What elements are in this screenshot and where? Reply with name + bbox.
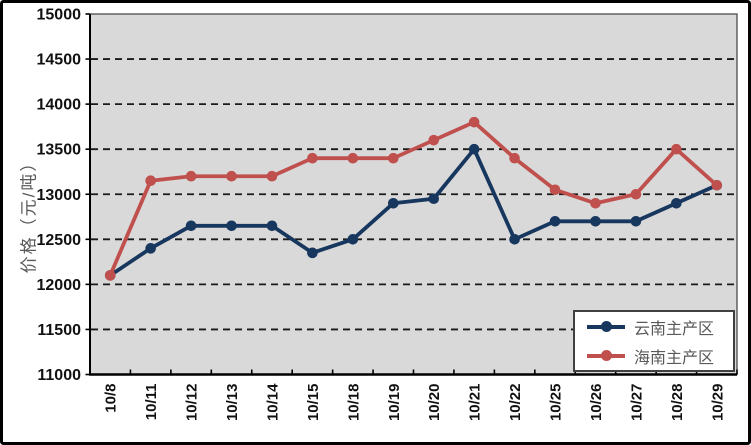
- x-tick-label: 10/11: [143, 384, 160, 421]
- data-point-marker: [590, 197, 601, 209]
- legend-item-hainan: 海南主产区: [587, 344, 725, 368]
- data-point-marker: [307, 247, 318, 259]
- data-point-marker: [387, 197, 399, 209]
- x-tick-label: 10/18: [345, 384, 362, 422]
- data-point-marker: [468, 116, 480, 128]
- marker-swatch-icon: [600, 350, 612, 361]
- x-tick-label: 10/21: [467, 384, 484, 422]
- x-tick-label: 10/26: [588, 384, 605, 422]
- y-tick-label: 11000: [37, 367, 81, 384]
- data-point-marker: [226, 220, 237, 232]
- marker-swatch-icon: [600, 321, 612, 332]
- data-point-marker: [387, 152, 399, 164]
- data-point-marker: [630, 188, 642, 200]
- y-axis-title: 价格（元/吨）: [19, 152, 39, 274]
- legend: 云南主产区 海南主产区: [573, 310, 735, 372]
- x-tick-label: 10/12: [184, 384, 201, 422]
- x-tick-label: 10/28: [669, 384, 686, 422]
- x-tick-label: 10/22: [507, 384, 524, 422]
- x-tick-label: 10/8: [103, 384, 120, 413]
- data-point-marker: [671, 143, 682, 155]
- x-tick-label: 10/20: [426, 384, 443, 422]
- data-point-marker: [104, 270, 116, 281]
- x-tick-label: 10/27: [628, 384, 645, 422]
- data-point-marker: [145, 243, 156, 254]
- y-tick-label: 11500: [37, 322, 81, 339]
- y-tick-label: 13000: [37, 187, 82, 204]
- x-tick-label: 10/29: [709, 384, 726, 422]
- series-line: [108, 147, 719, 278]
- data-point-marker: [347, 234, 359, 245]
- y-tick-label: 12000: [37, 277, 82, 294]
- data-point-marker: [549, 215, 561, 227]
- data-point-marker: [266, 170, 278, 182]
- data-point-marker: [145, 175, 156, 187]
- series-1: [104, 116, 723, 281]
- x-tick-label: 10/25: [548, 384, 565, 422]
- data-point-marker: [428, 193, 440, 205]
- yunnan-series-swatch-icon: [587, 321, 625, 333]
- data-point-marker: [630, 215, 642, 227]
- legend-item-yunnan: 云南主产区: [587, 315, 725, 339]
- data-point-marker: [468, 143, 480, 155]
- y-tick-label: 13500: [37, 142, 82, 159]
- x-tick-label: 10/13: [224, 384, 241, 422]
- y-tick-label: 14500: [37, 52, 82, 69]
- data-point-marker: [549, 184, 561, 196]
- data-point-marker: [509, 234, 520, 245]
- data-point-marker: [307, 152, 318, 164]
- data-point-marker: [185, 170, 197, 182]
- data-point-marker: [266, 220, 278, 232]
- y-tick-label: 15000: [37, 7, 82, 24]
- x-tick-label: 10/19: [386, 384, 403, 422]
- hainan-series-swatch-icon: [587, 350, 625, 362]
- data-point-marker: [347, 152, 359, 164]
- data-point-marker: [711, 179, 723, 191]
- data-point-marker: [428, 134, 440, 146]
- x-tick-label: 10/15: [305, 384, 322, 422]
- y-tick-label: 12500: [37, 232, 82, 249]
- data-point-marker: [671, 197, 682, 209]
- legend-label-hainan: 海南主产区: [634, 349, 715, 367]
- data-point-marker: [226, 170, 237, 182]
- data-point-marker: [185, 220, 197, 232]
- data-point-marker: [509, 152, 520, 164]
- data-point-marker: [590, 215, 601, 227]
- series-line: [108, 120, 719, 278]
- y-tick-label: 14000: [37, 97, 82, 114]
- legend-label-yunnan: 云南主产区: [634, 320, 715, 338]
- x-tick-label: 10/14: [264, 383, 281, 421]
